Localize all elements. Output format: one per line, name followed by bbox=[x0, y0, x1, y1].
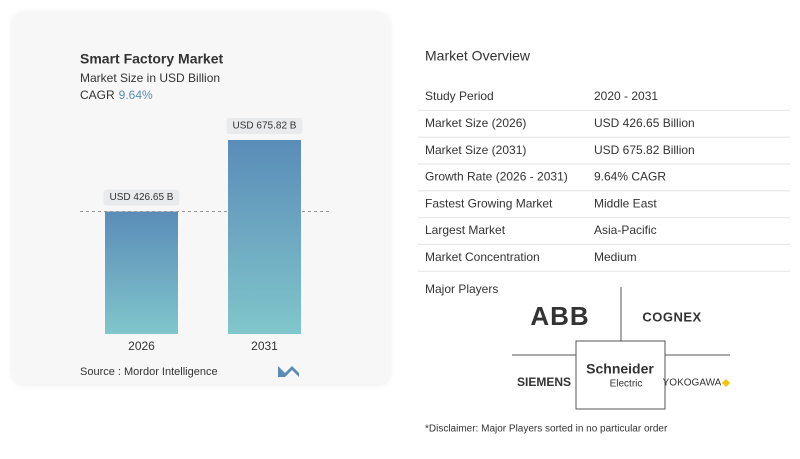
row-label: Market Size (2026) bbox=[425, 116, 526, 130]
row-label: Market Concentration bbox=[425, 250, 540, 264]
row-label: Fastest Growing Market bbox=[425, 196, 553, 210]
row-label: Growth Rate (2026 - 2031) bbox=[425, 170, 568, 184]
row-value: USD 426.65 Billion bbox=[594, 116, 695, 130]
x-tick-label: 2031 bbox=[251, 339, 278, 353]
cagr: CAGR 9.64% bbox=[80, 88, 153, 102]
chart-subtitle: Market Size in USD Billion bbox=[80, 71, 220, 85]
source: Source : Mordor Intelligence bbox=[80, 366, 218, 378]
logo-schneider-sub: Electric bbox=[610, 379, 643, 390]
bar bbox=[105, 211, 178, 334]
x-tick-label: 2026 bbox=[128, 339, 155, 353]
logo-siemens: SIEMENS bbox=[517, 375, 571, 389]
row-label: Largest Market bbox=[425, 223, 506, 237]
logo-cognex: COGNEX bbox=[642, 309, 701, 324]
overview-table: Study Period 2020 - 2031 Market Size (2026… bbox=[418, 89, 790, 272]
bar bbox=[228, 140, 301, 334]
chart-title: Smart Factory Market bbox=[80, 51, 224, 67]
row-value: Asia-Pacific bbox=[594, 223, 657, 237]
row-value: 9.64% CAGR bbox=[594, 170, 666, 184]
value-label: USD 675.82 B bbox=[233, 121, 297, 132]
logo-yokogawa: YOKOGAWA bbox=[663, 378, 722, 389]
logo-schneider: Schneider bbox=[586, 361, 654, 377]
logo-abb: ABB bbox=[530, 301, 589, 331]
cagr-label: CAGR bbox=[80, 88, 115, 102]
players-grid bbox=[512, 287, 730, 410]
row-label: Market Size (2031) bbox=[425, 143, 526, 157]
chart-card bbox=[12, 12, 390, 384]
overview-title: Market Overview bbox=[425, 48, 531, 64]
row-value: Medium bbox=[594, 250, 637, 264]
cagr-value: 9.64% bbox=[119, 88, 153, 102]
logo-icon bbox=[278, 366, 299, 377]
players-title: Major Players bbox=[425, 282, 498, 296]
row-value: 2020 - 2031 bbox=[594, 89, 658, 103]
yokogawa-diamond bbox=[722, 379, 730, 387]
value-label-box bbox=[103, 189, 180, 206]
chart: USD 426.65 B 2026 USD 675.82 B 2031 bbox=[80, 118, 330, 353]
row-value: USD 675.82 Billion bbox=[594, 143, 695, 157]
row-label: Study Period bbox=[425, 89, 494, 103]
row-value: Middle East bbox=[594, 196, 657, 210]
value-label: USD 426.65 B bbox=[110, 192, 174, 203]
value-label-box bbox=[226, 118, 303, 134]
disclaimer: *Disclaimer: Major Players sorted in no … bbox=[425, 424, 668, 435]
